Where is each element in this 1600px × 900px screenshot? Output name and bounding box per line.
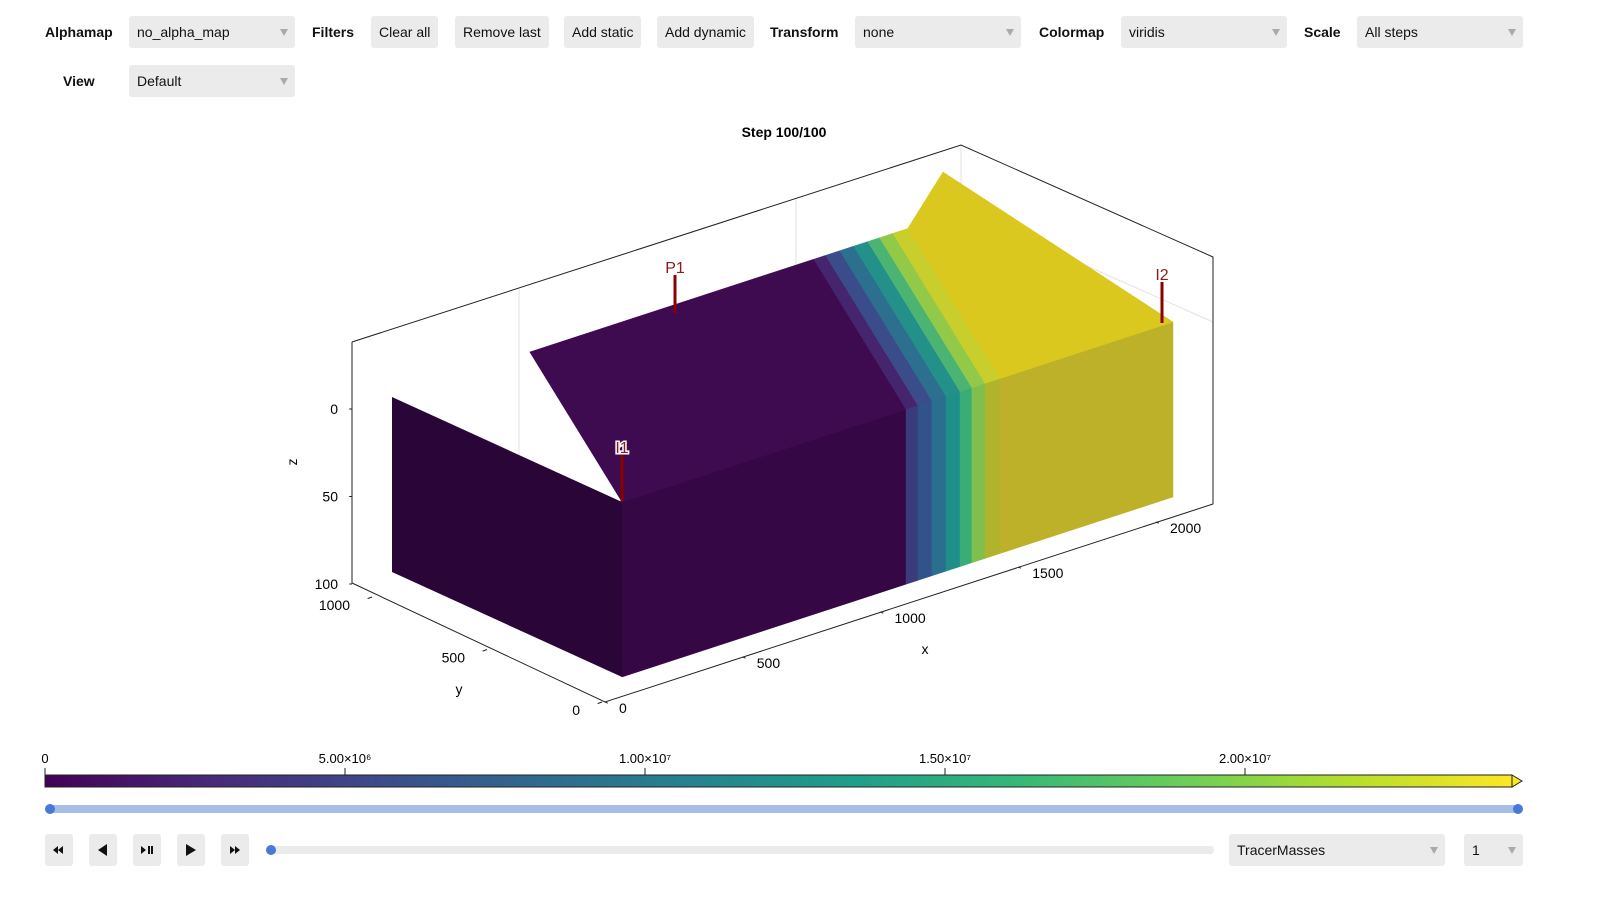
label: View <box>63 73 95 89</box>
dropdown[interactable]: All steps <box>1357 16 1523 48</box>
tick-label: 50 <box>322 489 338 505</box>
colorbar-extension <box>1511 774 1523 788</box>
step-slider[interactable] <box>264 840 1214 860</box>
reservoir-block <box>392 171 1174 678</box>
face <box>907 171 1174 379</box>
play-pause-button[interactable] <box>133 834 161 866</box>
face <box>905 404 919 585</box>
tick-label: 0 <box>619 700 627 716</box>
tick-label: 0 <box>330 401 338 417</box>
axis-label: z <box>284 459 300 466</box>
dropdown[interactable]: 1 <box>1464 834 1523 866</box>
axis-frame <box>351 144 1214 703</box>
colorbar-tick-label: 1.00×10⁷ <box>619 751 671 766</box>
button[interactable]: Add static <box>564 16 642 48</box>
colorbar-tick-label: 1.50×10⁷ <box>919 751 971 766</box>
tick <box>1018 566 1022 569</box>
fast-forward-button[interactable] <box>221 834 249 866</box>
colorbar <box>44 774 1513 788</box>
tick-label: 1000 <box>895 610 926 626</box>
dropdown[interactable]: viridis <box>1121 16 1287 48</box>
axis-label: x <box>922 641 929 657</box>
tick-label: 500 <box>757 655 781 671</box>
label: Transform <box>770 24 839 40</box>
label: Alphamap <box>45 24 113 40</box>
face <box>392 397 622 677</box>
dropdown[interactable]: Default <box>129 65 295 97</box>
tick <box>604 701 608 704</box>
button[interactable]: Clear all <box>371 16 439 48</box>
face <box>984 378 1001 559</box>
well-label: I2 <box>1155 267 1168 284</box>
range-handle[interactable] <box>45 804 55 814</box>
button[interactable]: Remove last <box>455 16 549 48</box>
face <box>959 387 973 567</box>
range-handle[interactable] <box>1513 804 1523 814</box>
face <box>931 395 947 577</box>
label: Colormap <box>1039 24 1105 40</box>
tick-label: 500 <box>442 650 466 666</box>
well-label: I1 <box>615 440 628 457</box>
colorbar-tick-label: 0 <box>41 751 48 766</box>
tick <box>367 596 373 600</box>
axis-label: y <box>456 681 463 697</box>
step-back-button[interactable] <box>89 834 117 866</box>
face <box>971 383 986 564</box>
rewind-button[interactable] <box>45 834 73 866</box>
plot: Step 100/100 x y z 050010001500200005001… <box>41 124 1523 814</box>
tick-label: 0 <box>572 702 580 718</box>
tick <box>1155 521 1159 524</box>
colorbar-tick-label: 5.00×10⁶ <box>319 751 372 766</box>
colorbar-tick-label: 2.00×10⁷ <box>1219 751 1271 766</box>
tick <box>880 611 884 614</box>
button[interactable]: Add dynamic <box>657 16 754 48</box>
face <box>917 400 933 581</box>
tick <box>482 649 488 652</box>
label: Scale <box>1304 24 1341 40</box>
tick <box>742 656 746 659</box>
tick-label: 1500 <box>1032 565 1063 581</box>
well-label: P1 <box>665 260 685 277</box>
dropdown[interactable]: no_alpha_map <box>129 16 295 48</box>
tick <box>597 701 603 705</box>
tick-label: 1000 <box>319 597 350 613</box>
play-button[interactable] <box>177 834 205 866</box>
tick-label: 100 <box>315 576 339 592</box>
tick-label: 2000 <box>1170 520 1201 536</box>
face <box>945 391 961 572</box>
dropdown[interactable]: none <box>855 16 1021 48</box>
plot-title: Step 100/100 <box>742 124 827 140</box>
dropdown[interactable]: TracerMasses <box>1229 834 1445 866</box>
label: Filters <box>312 24 355 40</box>
